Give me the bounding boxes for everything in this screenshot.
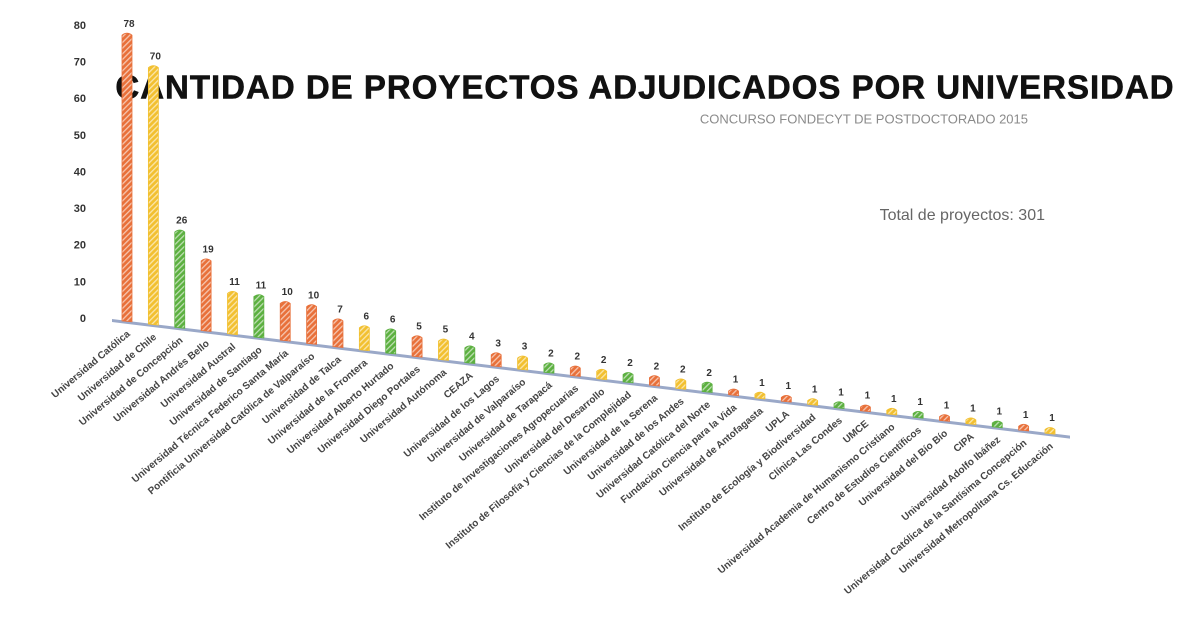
value-label: 1 — [733, 375, 739, 386]
y-tick-label: 20 — [74, 240, 86, 252]
y-tick-label: 40 — [74, 166, 86, 178]
value-label: 1 — [891, 394, 897, 405]
value-label: 2 — [680, 365, 686, 376]
bar — [543, 362, 555, 374]
chart-subtitle: CONCURSO FONDECYT DE POSTDOCTORADO 2015 — [700, 111, 1028, 126]
bar — [886, 407, 898, 416]
value-label: 1 — [917, 397, 923, 408]
bar — [860, 404, 871, 413]
value-label: 10 — [308, 290, 320, 301]
value-label: 1 — [786, 381, 792, 392]
y-tick-label: 80 — [74, 20, 86, 32]
value-label: 1 — [944, 400, 950, 411]
value-label: 10 — [282, 287, 294, 298]
bar — [701, 381, 713, 393]
y-tick-label: 50 — [74, 130, 86, 142]
x-tick-label: Universidad Católica de la Santísima Con… — [843, 438, 1030, 597]
value-label: 2 — [575, 352, 581, 363]
value-label: 2 — [654, 361, 660, 372]
value-label: 26 — [176, 216, 188, 227]
value-label: 2 — [548, 349, 554, 360]
y-tick-label: 60 — [74, 93, 86, 105]
bar — [279, 301, 291, 342]
value-label: 78 — [123, 19, 135, 30]
bar — [200, 258, 212, 332]
value-label: 19 — [203, 245, 215, 256]
bar — [991, 420, 1003, 429]
bar — [596, 368, 608, 381]
bar — [147, 65, 159, 326]
value-label: 3 — [522, 342, 528, 353]
bar — [306, 304, 317, 345]
x-tick-label: CIPA — [952, 431, 977, 454]
bar — [965, 417, 977, 425]
bar — [227, 291, 238, 336]
value-label: 11 — [229, 277, 240, 288]
y-tick-label: 10 — [74, 276, 86, 288]
bar — [754, 391, 766, 400]
value-label: 1 — [838, 387, 844, 398]
annotation: Total de proyectos: 301 — [880, 207, 1046, 224]
value-label: 11 — [256, 280, 267, 291]
bar — [912, 411, 924, 419]
y-tick-label: 70 — [74, 57, 86, 69]
value-label: 2 — [706, 368, 712, 379]
bar — [728, 388, 739, 397]
bar — [1018, 423, 1030, 432]
chart-title: CANTIDAD DE PROYECTOS ADJUDICADOS POR UN… — [115, 69, 1174, 106]
bar — [490, 352, 502, 368]
value-label: 1 — [812, 384, 818, 395]
bar — [622, 372, 634, 384]
value-label: 1 — [865, 391, 871, 402]
bar — [649, 375, 660, 387]
bar — [569, 365, 581, 377]
value-label: 5 — [416, 321, 422, 332]
value-label: 7 — [337, 305, 343, 316]
value-label: 1 — [1023, 410, 1029, 421]
value-label: 6 — [364, 311, 370, 322]
axis-floor — [112, 319, 1070, 439]
bar — [807, 398, 819, 406]
bar — [438, 338, 449, 361]
bar — [517, 355, 528, 371]
bar — [464, 345, 476, 365]
bar — [1044, 427, 1056, 435]
value-label: 2 — [627, 358, 633, 369]
value-label: 1 — [996, 407, 1002, 418]
bar — [780, 395, 792, 403]
bar — [253, 294, 265, 339]
value-label: 1 — [970, 404, 976, 415]
bar — [675, 378, 687, 390]
value-label: 5 — [443, 325, 449, 336]
bar — [174, 229, 186, 329]
value-label: 6 — [390, 315, 396, 326]
bar — [332, 318, 344, 348]
value-label: 1 — [759, 378, 765, 389]
value-label: 70 — [150, 51, 162, 62]
value-label: 2 — [601, 355, 607, 366]
value-label: 4 — [469, 332, 475, 343]
value-label: 1 — [1049, 413, 1055, 424]
y-tick-label: 30 — [74, 203, 86, 215]
bar — [833, 401, 845, 409]
y-tick-label: 0 — [80, 313, 86, 325]
value-label: 3 — [495, 338, 501, 349]
bar — [411, 335, 423, 358]
bar — [939, 414, 950, 422]
bar — [385, 328, 397, 355]
bar — [121, 32, 133, 323]
bar — [358, 325, 370, 352]
